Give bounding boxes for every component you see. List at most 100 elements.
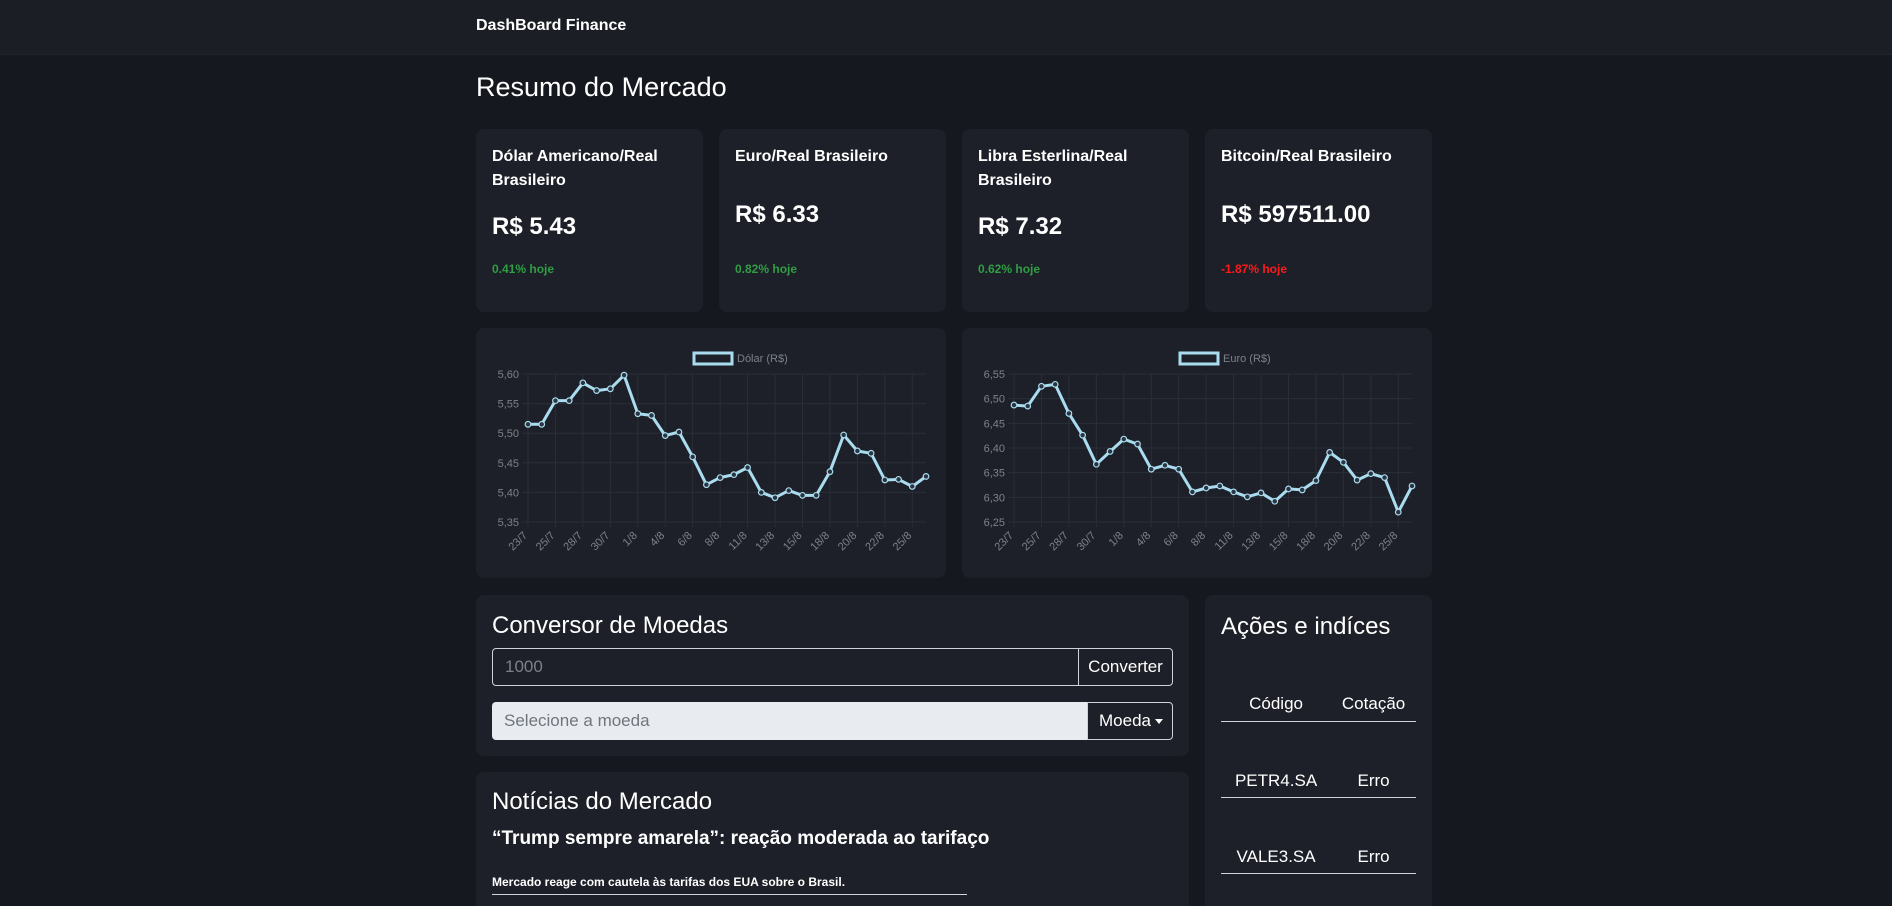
- quote-value: R$ 6.33: [735, 201, 820, 228]
- chart-card-euro: Euro (R$) 6,55 6,50 6,45 6,40 6,35 6,30 6,25 23/…: [962, 328, 1432, 578]
- data-point: [1216, 482, 1224, 490]
- stocks-panel: Ações e indíces Código Cotação PETR4.SA …: [1205, 595, 1432, 906]
- x-tick-label: 20/8: [836, 530, 860, 554]
- table-row: PETR4.SA Erro: [1221, 721, 1416, 798]
- x-tick-label: 30/7: [1075, 530, 1099, 554]
- legend-label: Dólar (R$): [737, 353, 788, 365]
- data-point: [799, 491, 806, 499]
- data-point: [593, 387, 601, 394]
- y-tick-label: 6,25: [984, 517, 1005, 529]
- x-tick-label: 6/8: [676, 530, 695, 549]
- quote-card-usd: Dólar Americano/Real Brasileiro R$ 5.43 …: [476, 129, 703, 312]
- quote-value: R$ 597511.00: [1221, 201, 1371, 228]
- y-tick-label: 6,30: [984, 492, 1005, 504]
- data-point: [1106, 448, 1114, 455]
- currency-select[interactable]: Selecione a moeda: [492, 702, 1087, 740]
- x-tick-label: 15/8: [781, 530, 805, 554]
- x-tick-label: 18/8: [1294, 530, 1318, 554]
- data-point: [812, 491, 820, 499]
- quote-card-gbp: Libra Esterlina/Real Brasileiro R$ 7.32 …: [962, 129, 1189, 312]
- data-point: [1257, 489, 1265, 497]
- x-tick-label: 30/7: [589, 530, 613, 554]
- chart-card-dolar: Dólar (R$) 5,60 5,55 5,50 5,45 5,40 5,35 23/7 25…: [476, 328, 946, 578]
- data-point: [881, 476, 889, 484]
- data-point: [1079, 431, 1087, 439]
- x-tick-label: 23/7: [992, 530, 1016, 554]
- news-title: Notícias do Mercado: [492, 788, 713, 815]
- y-tick-label: 5,60: [498, 369, 519, 381]
- data-point: [538, 420, 546, 428]
- x-tick-label: 25/8: [891, 530, 915, 554]
- x-tick-label: 4/8: [1134, 530, 1153, 549]
- x-tick-label: 28/7: [561, 530, 585, 554]
- y-tick-label: 6,45: [984, 418, 1005, 430]
- x-tick-label: 22/8: [863, 530, 887, 554]
- stock-code: VALE3.SA: [1221, 797, 1332, 874]
- data-point: [1120, 435, 1128, 443]
- x-tick-label: 20/8: [1322, 530, 1346, 554]
- x-tick-label: 8/8: [703, 530, 722, 549]
- x-tick-label: 11/8: [727, 530, 750, 553]
- y-tick-label: 5,50: [498, 428, 519, 440]
- brand-logo[interactable]: DashBoard Finance: [476, 17, 627, 34]
- series-line: [1013, 382, 1414, 514]
- x-tick-label: 8/8: [1189, 530, 1208, 549]
- caret-down-icon: [1154, 719, 1163, 725]
- data-point: [1010, 401, 1018, 409]
- data-point: [1051, 380, 1059, 388]
- data-point: [1394, 508, 1402, 516]
- x-tick-label: 18/8: [808, 530, 832, 554]
- convert-button[interactable]: Converter: [1078, 648, 1173, 686]
- y-tick-label: 5,35: [498, 517, 519, 529]
- x-tick-label: 25/7: [1020, 530, 1044, 554]
- data-point: [606, 385, 614, 393]
- data-point: [895, 475, 902, 483]
- data-point: [1189, 488, 1196, 496]
- data-point: [1312, 477, 1320, 484]
- data-point: [524, 420, 532, 428]
- data-point: [1381, 474, 1388, 482]
- legend-swatch: [692, 351, 734, 366]
- data-point: [661, 432, 669, 439]
- data-point: [716, 474, 724, 482]
- currency-dropdown-button[interactable]: Moeda: [1087, 702, 1173, 740]
- data-point: [689, 453, 697, 461]
- data-point: [1161, 461, 1169, 469]
- data-point: [1202, 484, 1210, 492]
- column-header-code: Código: [1221, 687, 1332, 722]
- data-point: [703, 481, 710, 489]
- currency-button-label: Moeda: [1099, 711, 1151, 730]
- quote-change: 0.41% hoje: [492, 262, 555, 276]
- y-tick-label: 6,35: [984, 468, 1005, 480]
- data-point: [922, 473, 930, 480]
- data-point: [908, 483, 916, 490]
- x-tick-label: 15/8: [1267, 530, 1291, 554]
- euro-line-chart: Euro (R$) 6,55 6,50 6,45 6,40 6,35 6,30 6,2523/…: [984, 351, 1416, 554]
- news-headline[interactable]: “Trump sempre amarela”: reação moderada …: [492, 828, 990, 849]
- data-point: [634, 410, 642, 418]
- currency-converter: Conversor de Moedas Converter Selecione …: [476, 595, 1189, 756]
- market-news: Notícias do Mercado “Trump sempre amarel…: [476, 772, 1189, 906]
- data-point: [1175, 465, 1183, 473]
- x-tick-label: 4/8: [648, 530, 667, 549]
- table-row: VALE3.SA Erro: [1221, 797, 1416, 874]
- x-tick-label: 22/8: [1349, 530, 1373, 554]
- news-description: Mercado reage com cautela às tarifas dos…: [492, 875, 967, 895]
- stock-code: PETR4.SA: [1221, 721, 1332, 798]
- data-point: [1285, 485, 1292, 493]
- amount-input[interactable]: [492, 648, 1079, 686]
- data-point: [1339, 458, 1347, 466]
- y-tick-label: 6,55: [984, 369, 1005, 381]
- data-point: [853, 447, 861, 455]
- data-point: [648, 412, 655, 419]
- legend-label: Euro (R$): [1223, 353, 1271, 365]
- x-tick-label: 25/7: [534, 530, 558, 554]
- data-point: [730, 471, 738, 479]
- data-point: [840, 431, 848, 439]
- quote-change: 0.62% hoje: [978, 262, 1041, 276]
- data-point: [1147, 465, 1155, 473]
- data-point: [1367, 470, 1375, 478]
- data-point: [1065, 410, 1073, 417]
- quote-change: 0.82% hoje: [735, 262, 798, 276]
